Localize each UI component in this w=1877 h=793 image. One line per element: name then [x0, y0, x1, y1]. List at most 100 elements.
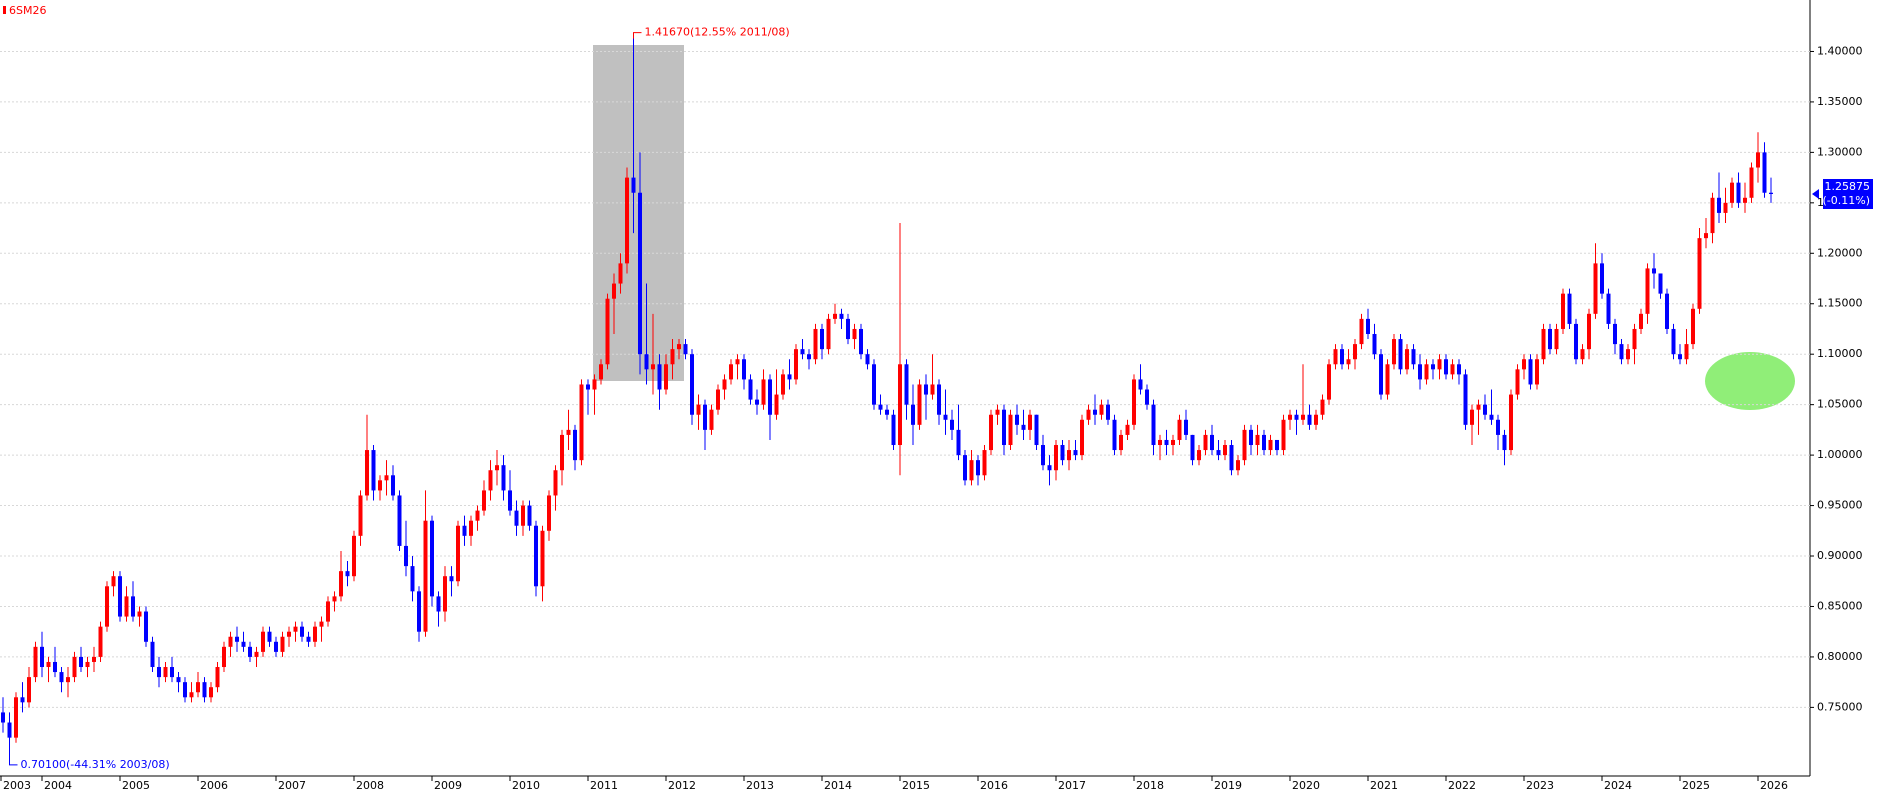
- candle-body: [1385, 364, 1390, 395]
- candle-body: [1177, 419, 1182, 440]
- candle-body: [98, 626, 103, 657]
- candle-body: [1015, 414, 1019, 425]
- candle-body: [1171, 439, 1175, 446]
- candle-body: [1203, 434, 1208, 451]
- candle-body: [566, 429, 571, 435]
- candle-body: [1645, 268, 1650, 314]
- candle-body: [131, 596, 135, 617]
- candle-body: [547, 495, 551, 531]
- low-annotation: 0.70100(-44.31% 2003/08): [21, 758, 170, 771]
- candle-body: [1411, 349, 1416, 365]
- candle-body: [183, 682, 187, 698]
- x-tick-label: 2004: [44, 779, 72, 792]
- candle-body: [1216, 450, 1221, 456]
- candle-body: [1580, 349, 1585, 360]
- candle-body: [1392, 339, 1396, 365]
- candle-body: [1717, 197, 1721, 213]
- candle-body: [176, 677, 181, 683]
- candle-body: [1515, 369, 1520, 395]
- candle-body: [228, 636, 233, 647]
- candle-body: [241, 641, 246, 647]
- candle-body: [612, 283, 616, 299]
- candle-body: [950, 419, 954, 430]
- candle-body: [469, 520, 473, 536]
- candle-body: [982, 450, 987, 476]
- candle-body: [1450, 364, 1455, 375]
- candle-body: [1587, 313, 1591, 350]
- candle-body: [1632, 328, 1637, 350]
- candle-body: [768, 379, 772, 415]
- candle-body: [339, 571, 343, 597]
- candle-body: [1665, 293, 1669, 329]
- candle-body: [1320, 399, 1325, 415]
- candle-body: [1691, 308, 1695, 345]
- candle-body: [592, 379, 597, 390]
- candle-body: [917, 384, 922, 425]
- candle-body: [1314, 414, 1318, 425]
- candle-body: [410, 566, 415, 592]
- candle-body: [27, 677, 31, 703]
- candle-body: [1548, 328, 1552, 350]
- candle-body: [735, 359, 740, 365]
- candle-body: [1249, 429, 1253, 446]
- candle-body: [1561, 293, 1565, 329]
- candle-body: [1704, 233, 1708, 239]
- candle-body: [1756, 152, 1760, 168]
- candle-body: [1593, 263, 1598, 314]
- candle-body: [1639, 313, 1643, 329]
- x-tick-label: 2024: [1604, 779, 1632, 792]
- candle-body: [1463, 374, 1468, 425]
- candle-body: [1678, 354, 1682, 360]
- candle-body: [46, 661, 51, 668]
- candle-body: [677, 344, 681, 350]
- candle-body: [33, 646, 38, 678]
- candle-body: [1574, 323, 1578, 360]
- x-tick-label: 2026: [1760, 779, 1788, 792]
- candle-body: [1002, 409, 1006, 446]
- y-tick-label: 0.80000: [1817, 650, 1863, 663]
- candle-body: [690, 354, 694, 415]
- candle-body: [540, 530, 545, 587]
- candle-body: [508, 490, 512, 511]
- candle-body: [287, 631, 291, 637]
- candle-body: [534, 525, 538, 587]
- candle-body: [475, 510, 480, 521]
- candle-body: [1554, 328, 1559, 350]
- candle-body: [573, 429, 577, 461]
- candle-body: [885, 409, 889, 415]
- candle-body: [1073, 450, 1078, 456]
- candle-body: [456, 525, 460, 582]
- candle-body: [1567, 293, 1572, 324]
- candle-body: [1346, 359, 1351, 365]
- candle-body: [748, 379, 753, 400]
- candle-body: [1184, 419, 1188, 435]
- candle-body: [586, 384, 590, 390]
- candle-body: [807, 354, 811, 360]
- candle-body: [40, 646, 44, 668]
- candle-body: [111, 576, 116, 587]
- candle-body: [1112, 419, 1117, 451]
- candle-body: [976, 460, 980, 476]
- x-tick-label: 2003: [3, 779, 31, 792]
- y-tick-label: 1.30000: [1817, 145, 1863, 158]
- candle-body: [118, 576, 122, 617]
- candle-body: [462, 525, 467, 536]
- candle-body: [1138, 379, 1143, 390]
- x-tick-label: 2025: [1682, 779, 1710, 792]
- candle-body: [488, 470, 493, 491]
- candle-body: [618, 263, 623, 284]
- y-tick-label: 0.95000: [1817, 499, 1863, 512]
- y-tick-label: 0.85000: [1817, 599, 1863, 612]
- x-tick-label: 2017: [1058, 779, 1086, 792]
- candle-body: [1418, 364, 1422, 380]
- candle-body: [1041, 445, 1045, 466]
- candle-body: [85, 661, 90, 668]
- candle-body: [1424, 364, 1429, 380]
- candle-body: [1, 712, 5, 723]
- candle-body: [514, 510, 519, 526]
- candle-body: [20, 697, 25, 703]
- x-tick-label: 2014: [824, 779, 852, 792]
- candle-body: [1236, 460, 1240, 471]
- candle-body: [157, 667, 161, 678]
